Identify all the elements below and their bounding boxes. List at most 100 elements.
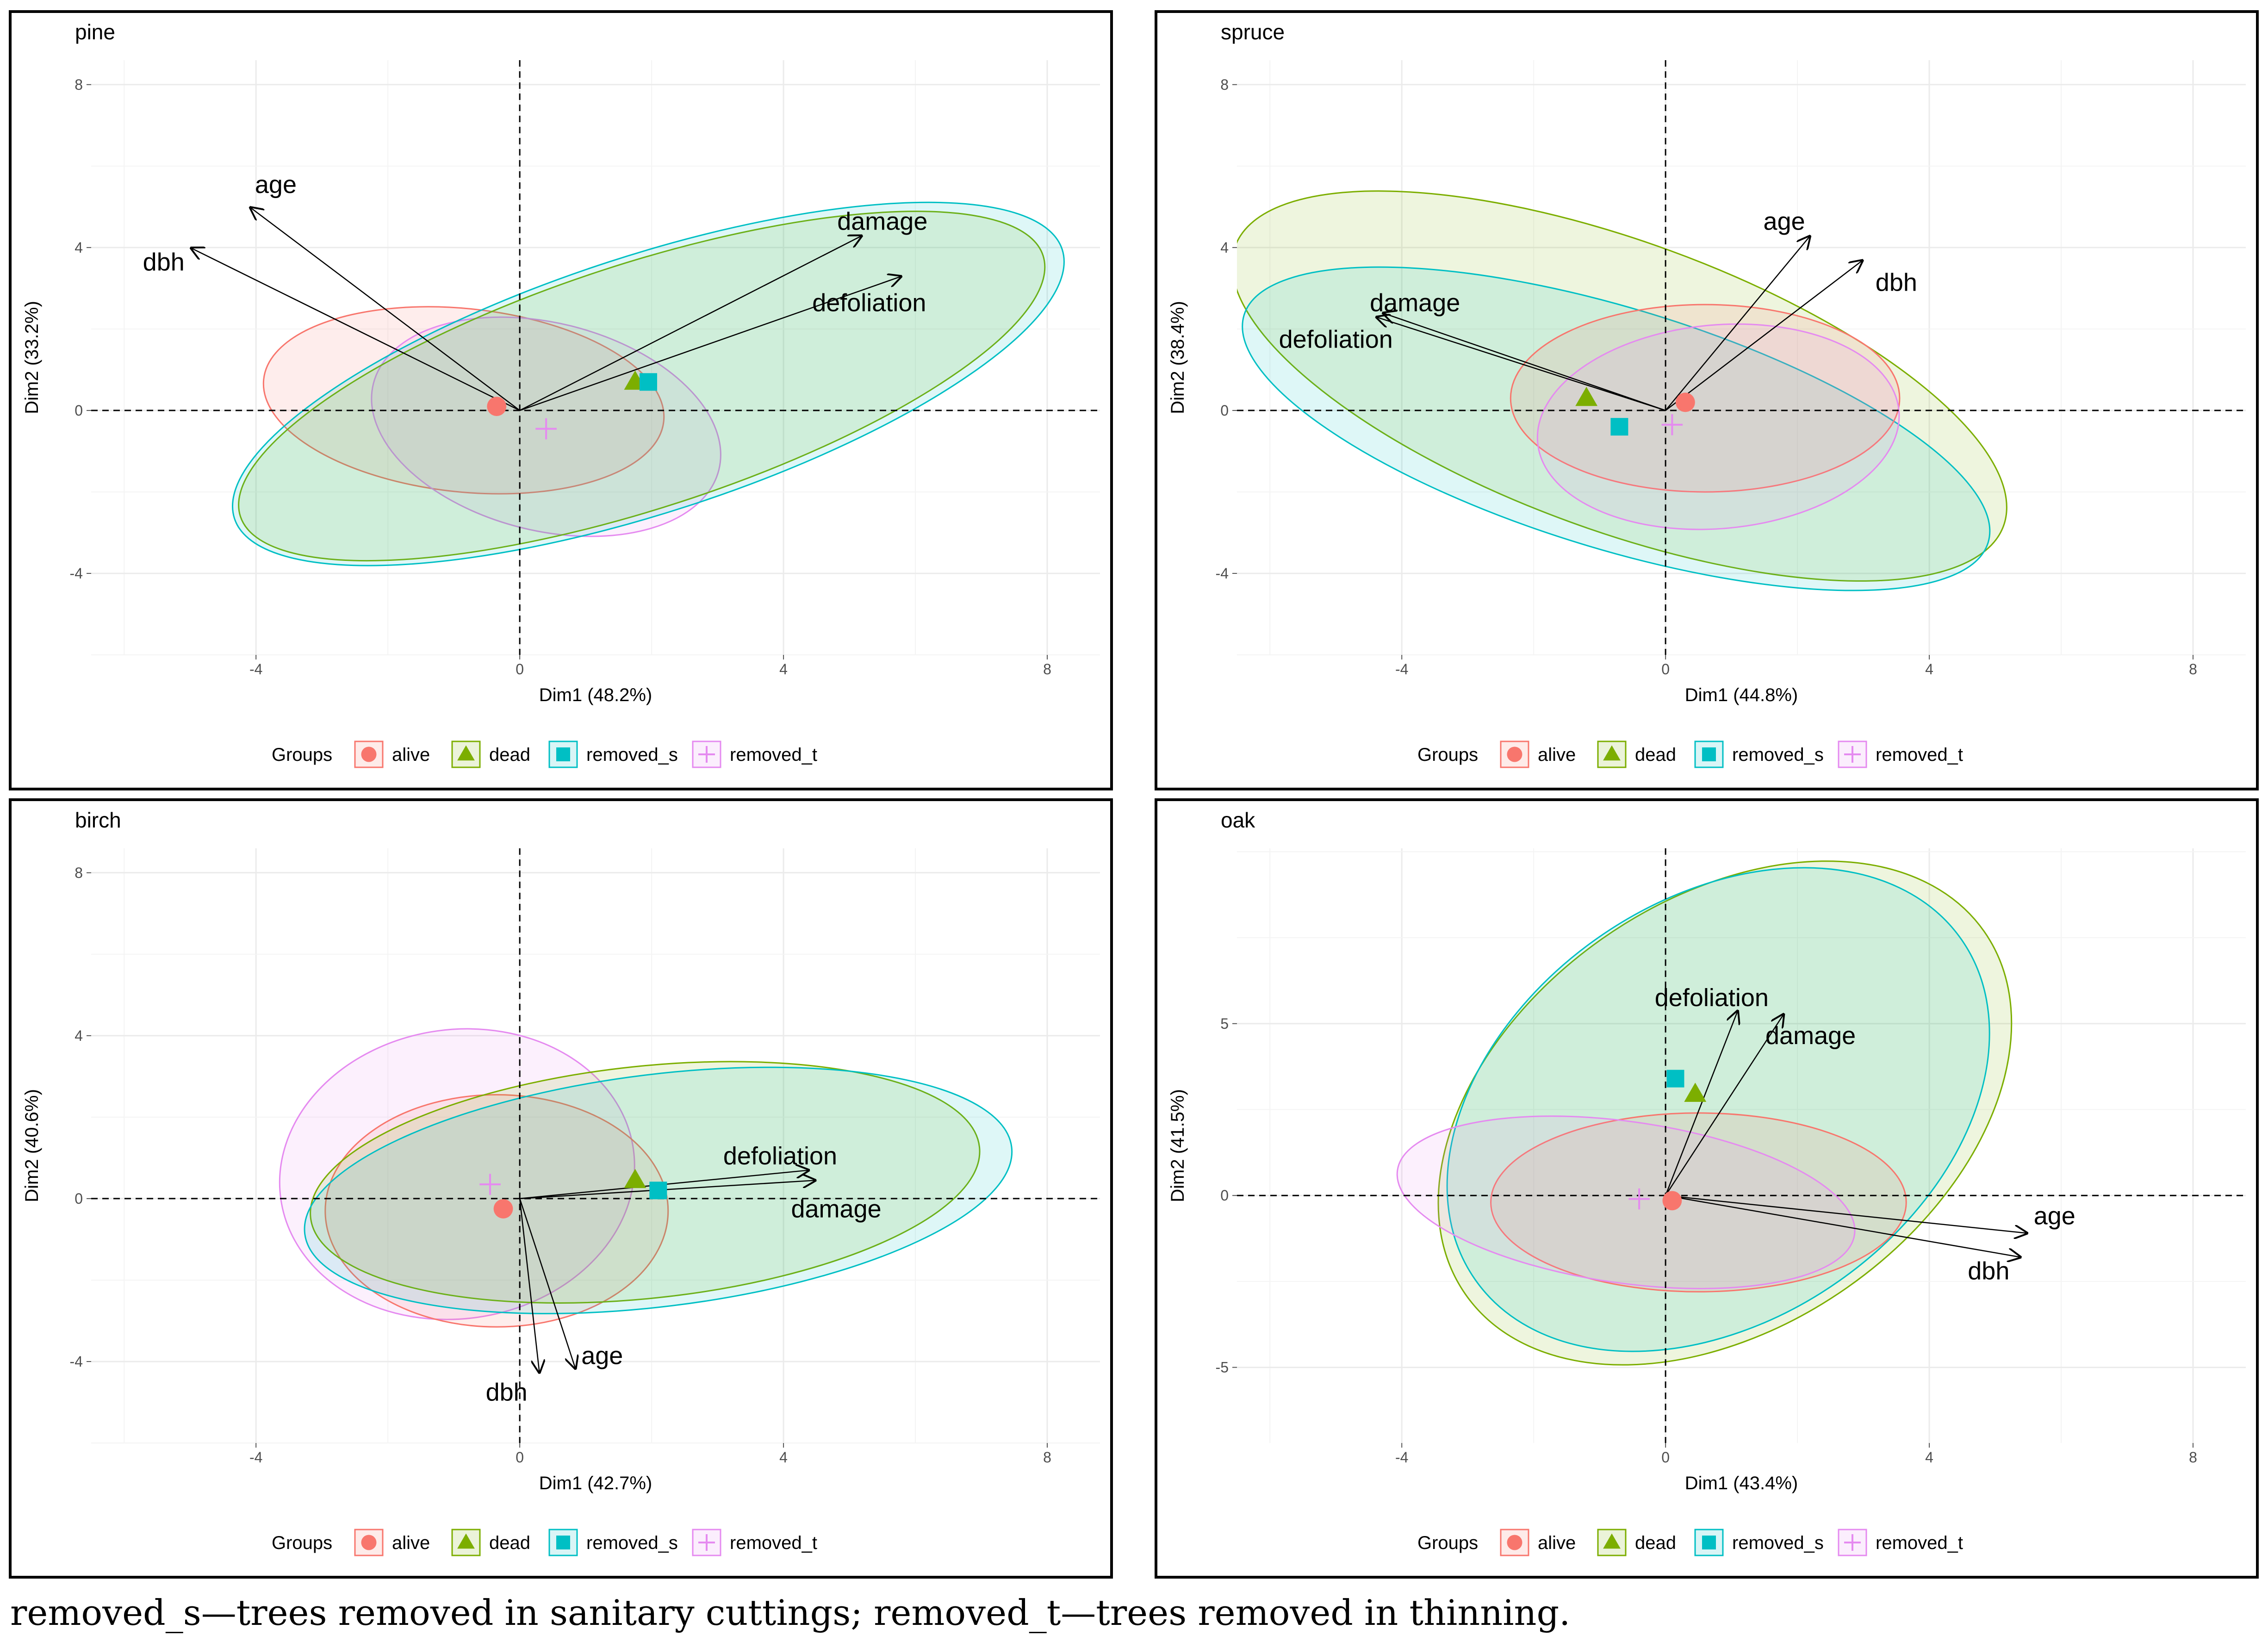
arrow-label-dbh: dbh	[1876, 268, 1917, 296]
x-tick-label: 4	[1925, 1449, 1933, 1466]
y-tick-label: 5	[1220, 1015, 1229, 1032]
arrow-label-age: age	[1764, 207, 1805, 235]
legend-marker-removed_s	[1702, 1536, 1716, 1549]
x-tick-label: 8	[2189, 661, 2197, 678]
legend-label-dead: dead	[489, 1533, 530, 1553]
legend: Groups alive dead removed_s removed_t	[272, 740, 817, 768]
legend-marker-dead	[457, 745, 475, 761]
ellipse-alive	[1510, 304, 1901, 493]
arrow-label-dbh: dbh	[143, 248, 185, 276]
legend-marker-removed_s	[556, 747, 570, 761]
centroid-alive	[487, 397, 507, 417]
legend-key-removed_t	[1838, 1529, 1867, 1556]
legend-label-dead: dead	[1635, 1533, 1676, 1553]
y-tick-label: -5	[1216, 1359, 1229, 1376]
arrow-age	[249, 207, 520, 411]
gridlines	[91, 848, 1100, 1443]
centroid-removed_s	[649, 1182, 667, 1200]
legend-marker-removed_t	[698, 746, 715, 763]
centroid-removed_s	[1610, 418, 1628, 436]
arrow-label-dbh: dbh	[486, 1379, 528, 1406]
arrow-damage	[1665, 1014, 1784, 1196]
centroid-removed_t	[535, 418, 557, 440]
y-tick-label: 4	[75, 1027, 83, 1044]
legend-marker-removed_t	[1844, 746, 1861, 763]
arrow-label-age: age	[2034, 1202, 2075, 1230]
x-tick-label: 4	[1925, 661, 1933, 678]
arrow-label-damage: damage	[1765, 1022, 1856, 1050]
centroid-alive	[493, 1199, 513, 1219]
panel-title: pine	[75, 20, 115, 44]
ellipse-alive	[1490, 1112, 1907, 1293]
arrow-damage	[519, 235, 863, 411]
x-tick-label: 4	[779, 1449, 788, 1466]
y-tick-label: 4	[1220, 239, 1229, 256]
legend-label-dead: dead	[1635, 745, 1676, 765]
group-centroids	[479, 1169, 667, 1219]
y-tick-label: -4	[70, 565, 83, 582]
legend-label-removed_t: removed_t	[1876, 745, 1963, 765]
arrow-label-defoliation: defoliation	[1279, 326, 1393, 354]
legend-label-removed_t: removed_t	[730, 745, 817, 765]
y-tick-label: -4	[1216, 565, 1229, 582]
x-tick-label: -4	[249, 661, 262, 678]
arrow-label-defoliation: defoliation	[1655, 984, 1769, 1012]
arrow-defoliation	[1665, 1010, 1738, 1196]
arrow-label-age: age	[255, 171, 297, 199]
legend-marker-alive	[361, 1535, 377, 1550]
panel-birch: age dbh damage defoliation -4 0 4 8 -4 0 4 8 Dim1 (4…	[9, 798, 1113, 1579]
y-tick-label: 8	[1220, 76, 1229, 93]
x-tick-label: -4	[1395, 1449, 1408, 1466]
group-centroids	[1575, 386, 1695, 436]
variable-arrows: age dbh damage defoliation	[1279, 207, 1917, 411]
centroid-dead	[1684, 1082, 1707, 1102]
panel-title: oak	[1221, 808, 1255, 832]
legend-marker-removed_t	[1844, 1534, 1861, 1551]
arrow-dbh	[1665, 260, 1863, 411]
x-tick-label: -4	[249, 1449, 262, 1466]
panel-border	[9, 798, 1113, 1579]
legend: Groups alive dead removed_s removed_t	[1417, 740, 1963, 768]
panel-spruce: age dbh damage defoliation -4 0 4 8 -4 0 4 8 Dim1 (4…	[1155, 10, 2259, 790]
arrow-age	[1665, 235, 1810, 411]
legend-label-removed_s: removed_s	[1732, 1533, 1824, 1553]
legend: Groups alive dead removed_s removed_t	[272, 1529, 817, 1556]
arrow-defoliation	[519, 276, 902, 411]
x-tick-label: 0	[516, 1449, 524, 1466]
ellipse-dead	[1237, 190, 2007, 582]
x-tick-label: 0	[1661, 1449, 1670, 1466]
legend-marker-removed_s	[556, 1536, 570, 1549]
arrow-label-defoliation: defoliation	[812, 289, 926, 317]
legend-label-alive: alive	[1538, 745, 1576, 765]
legend-label-alive: alive	[392, 1533, 430, 1553]
centroid-alive	[1675, 392, 1695, 412]
x-tick-label: 0	[516, 661, 524, 678]
legend-label-removed_s: removed_s	[586, 745, 678, 765]
arrow-label-damage: damage	[837, 207, 927, 235]
ellipse-alive	[262, 306, 665, 495]
legend-label-removed_s: removed_s	[1732, 745, 1824, 765]
ellipse-removed_t	[1536, 323, 1900, 530]
variable-arrows: age dbh damage defoliation	[143, 171, 927, 411]
legend-marker-alive	[361, 746, 377, 762]
panel-border	[1155, 798, 2259, 1579]
arrow-age	[519, 1198, 576, 1370]
y-tick-label: 0	[75, 1190, 83, 1207]
x-axis-label: Dim1 (43.4%)	[1685, 1473, 1798, 1493]
legend-marker-removed_t	[698, 1534, 715, 1551]
centroid-removed_s	[1666, 1070, 1684, 1088]
x-tick-label: 8	[2189, 1449, 2197, 1466]
x-tick-label: 8	[1043, 661, 1051, 678]
y-tick-label: 0	[75, 402, 83, 419]
panel-border	[1155, 10, 2259, 790]
centroid-alive	[1662, 1191, 1682, 1211]
y-axis-label: Dim2 (41.5%)	[1168, 1089, 1188, 1202]
arrow-age	[1665, 1194, 2028, 1233]
legend-label-removed_s: removed_s	[586, 1533, 678, 1553]
y-axis-label: Dim2 (33.2%)	[22, 301, 42, 414]
centroid-removed_s	[639, 373, 657, 391]
panel-border	[9, 10, 1113, 790]
legend-title: Groups	[1417, 745, 1478, 765]
